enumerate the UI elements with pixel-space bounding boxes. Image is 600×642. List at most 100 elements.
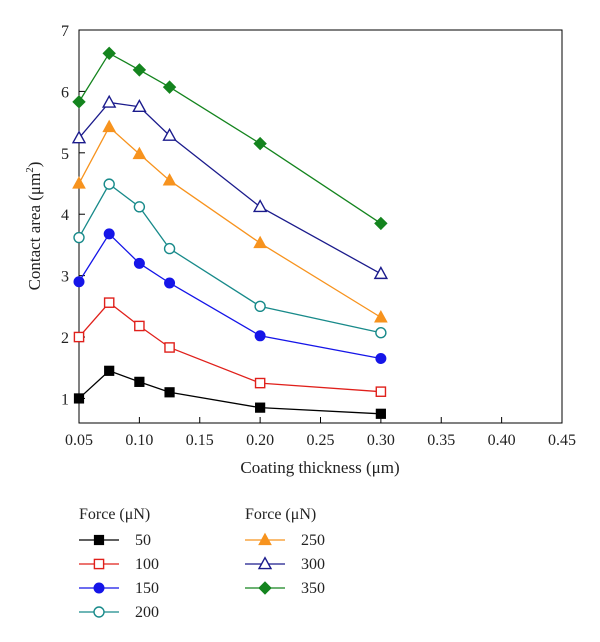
series-50 [73,365,386,419]
y-axis-title: Contact area (μm2) [24,162,44,291]
data-point-250 [162,173,177,186]
data-point-250 [102,119,117,133]
x-tick-label: 0.05 [65,432,93,449]
data-point-350 [253,136,267,151]
data-point-350 [72,95,86,109]
data-point-200 [163,242,176,255]
data-point-100 [73,331,85,343]
legend-marker-150 [93,582,105,594]
data-point-250 [374,310,388,323]
legend-marker-250 [258,532,272,546]
series-line-50 [78,370,381,415]
x-tick-label: 0.10 [125,432,153,449]
data-point-150 [254,330,266,342]
legend-label: 50 [135,532,151,549]
legend-marker-200 [93,606,105,618]
data-point-150 [375,353,387,365]
x-axis-title: Coating thickness (μm) [240,458,399,477]
y-axis-title-text: Contact area (μm [25,173,44,291]
y-axis-ticks: 1 2 3 4 5 6 7 [61,23,85,408]
data-point-200 [254,300,266,313]
data-point-300 [102,94,117,108]
series-line-150 [78,232,382,360]
legend-item-250: 250 [245,532,325,549]
series-line-100 [78,301,381,393]
x-tick-label: 0.20 [246,432,274,449]
legend-label: 350 [301,580,325,597]
legend-title: Force (μN) [79,506,150,523]
data-point-350 [132,63,147,77]
y-tick-label: 7 [61,23,69,40]
data-point-150 [103,228,115,240]
data-point-50 [255,402,266,413]
series-350 [72,46,388,231]
legend: Force (μN) 50 100 150 200 Force (μN) 250 300 350 [79,506,325,621]
legend-item-50: 50 [79,532,151,549]
data-point-300 [132,99,147,113]
legend-item-100: 100 [79,556,159,573]
legend-label: 200 [135,604,159,621]
y-axis-title-close: ) [25,162,44,168]
legend-label: 300 [301,556,325,573]
legend-label: 100 [135,556,159,573]
data-point-50 [164,387,175,398]
data-point-50 [73,393,85,404]
data-point-100 [103,297,115,308]
legend-item-200: 200 [79,604,159,621]
x-axis-ticks: 0.05 0.10 0.15 0.20 0.25 0.30 0.35 0.40 0.45 [65,417,576,449]
data-point-300 [71,130,87,144]
plot-frame [78,29,563,424]
data-point-150 [73,276,85,288]
y-tick-label: 6 [61,84,69,101]
y-tick-label: 1 [61,391,69,408]
data-point-350 [102,46,116,61]
x-tick-label: 0.30 [367,432,395,449]
data-point-300 [162,127,177,141]
series-line-250 [78,125,382,318]
data-point-100 [134,320,145,332]
data-point-300 [252,199,268,213]
data-point-250 [132,146,147,160]
data-point-150 [133,257,145,269]
series-line-350 [78,52,382,224]
series-layer [71,46,389,419]
x-tick-label: 0.35 [427,432,455,449]
legend-label: 250 [301,532,325,549]
x-tick-label: 0.15 [186,432,214,449]
legend-marker-300 [257,556,273,570]
data-point-150 [164,277,176,289]
y-tick-label: 2 [61,330,69,347]
series-line-200 [78,183,382,334]
y-tick-label: 4 [61,207,69,224]
data-point-350 [162,80,177,94]
y-axis-title-superscript: 2 [24,167,36,173]
legend-item-350: 350 [245,580,325,597]
legend-label: 150 [135,580,159,597]
series-250 [72,119,388,323]
data-point-250 [72,176,86,189]
legend-marker-100 [93,558,105,570]
data-point-350 [374,216,388,231]
legend-item-150: 150 [79,580,159,597]
x-tick-label: 0.45 [548,432,576,449]
data-point-100 [254,377,266,389]
series-150 [73,228,387,365]
series-300 [71,94,389,280]
y-tick-label: 3 [61,269,69,286]
data-point-250 [253,235,267,249]
legend-marker-50 [93,534,105,546]
series-200 [73,178,387,339]
x-tick-label: 0.40 [488,432,516,449]
data-point-200 [73,231,85,244]
series-line-300 [78,101,382,275]
data-point-50 [104,365,115,376]
data-point-50 [134,376,145,387]
data-point-50 [375,408,386,419]
data-point-100 [164,342,175,353]
legend-item-300: 300 [245,556,325,573]
x-tick-label: 0.25 [307,432,335,449]
data-point-300 [373,266,389,280]
data-point-200 [103,178,115,190]
data-point-100 [375,386,387,397]
